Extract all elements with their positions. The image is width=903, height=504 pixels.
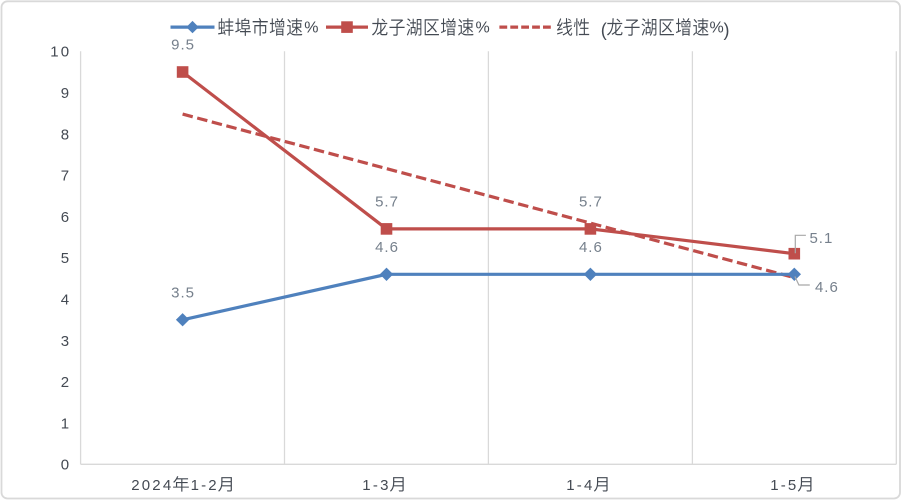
svg-text:): ): [724, 20, 730, 40]
svg-text:1: 1: [61, 415, 69, 432]
svg-text:5.1: 5.1: [810, 230, 833, 247]
svg-text:0: 0: [61, 457, 69, 474]
svg-text:%: %: [476, 20, 490, 37]
svg-text:9.5: 9.5: [171, 37, 194, 54]
svg-text:3.5: 3.5: [171, 284, 194, 301]
svg-text:6: 6: [61, 209, 69, 226]
svg-text:1-3: 1-3: [362, 477, 388, 494]
svg-text:8: 8: [61, 126, 69, 143]
svg-text:1-4: 1-4: [566, 477, 592, 494]
svg-text:2: 2: [61, 374, 69, 391]
svg-text:4: 4: [61, 292, 69, 309]
svg-text:4.6: 4.6: [375, 239, 398, 256]
svg-text:4.6: 4.6: [815, 279, 838, 296]
svg-text:3: 3: [61, 333, 69, 350]
svg-text:%: %: [710, 20, 724, 37]
svg-text:9: 9: [61, 85, 69, 102]
svg-text:7: 7: [61, 168, 69, 185]
svg-text:5: 5: [61, 250, 69, 267]
svg-text:(: (: [601, 20, 607, 40]
svg-text:1-5: 1-5: [770, 477, 796, 494]
svg-text:1-2: 1-2: [191, 477, 217, 494]
svg-text:5.7: 5.7: [579, 194, 602, 211]
svg-text:4.6: 4.6: [579, 239, 602, 256]
svg-text:%: %: [304, 20, 318, 37]
svg-text:5.7: 5.7: [375, 194, 398, 211]
